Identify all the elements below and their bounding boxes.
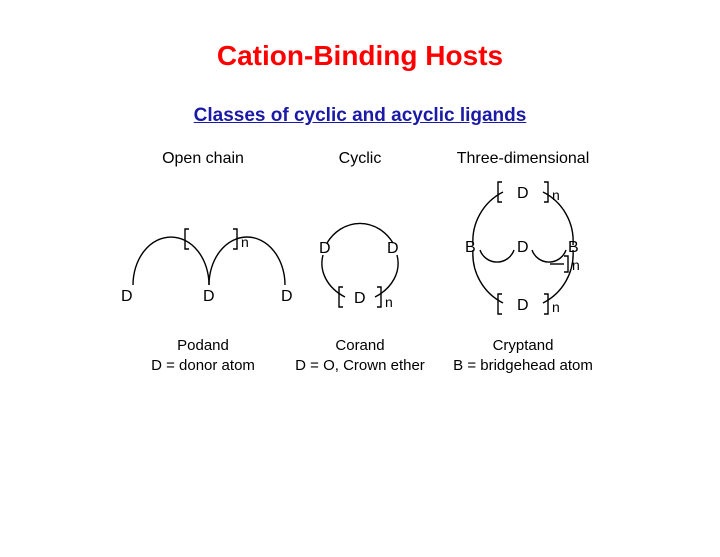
label-d: D xyxy=(354,290,366,307)
page-title: Cation-Binding Hosts xyxy=(0,40,720,72)
label-d: D xyxy=(319,240,331,257)
label-d: D xyxy=(517,239,529,256)
column-name-cryptand: Cryptand xyxy=(423,337,623,354)
label-n: n xyxy=(552,187,560,203)
diagram-open-chain: n D D D xyxy=(113,195,293,315)
diagram-cyclic: D D D n xyxy=(285,175,435,325)
page-subtitle: Classes of cyclic and acyclic ligands xyxy=(0,105,720,127)
label-b: B xyxy=(465,239,476,256)
label-n: n xyxy=(241,234,249,250)
label-d: D xyxy=(517,297,529,314)
label-d: D xyxy=(203,288,215,305)
label-d: D xyxy=(121,288,133,305)
label-d: D xyxy=(387,240,399,257)
diagram-three-dimensional: D n B D B n D n xyxy=(438,160,608,330)
column-legend-cryptand: B = bridgehead atom xyxy=(423,357,623,374)
label-d: D xyxy=(517,185,529,202)
label-n: n xyxy=(552,299,560,315)
label-n: n xyxy=(385,294,393,310)
